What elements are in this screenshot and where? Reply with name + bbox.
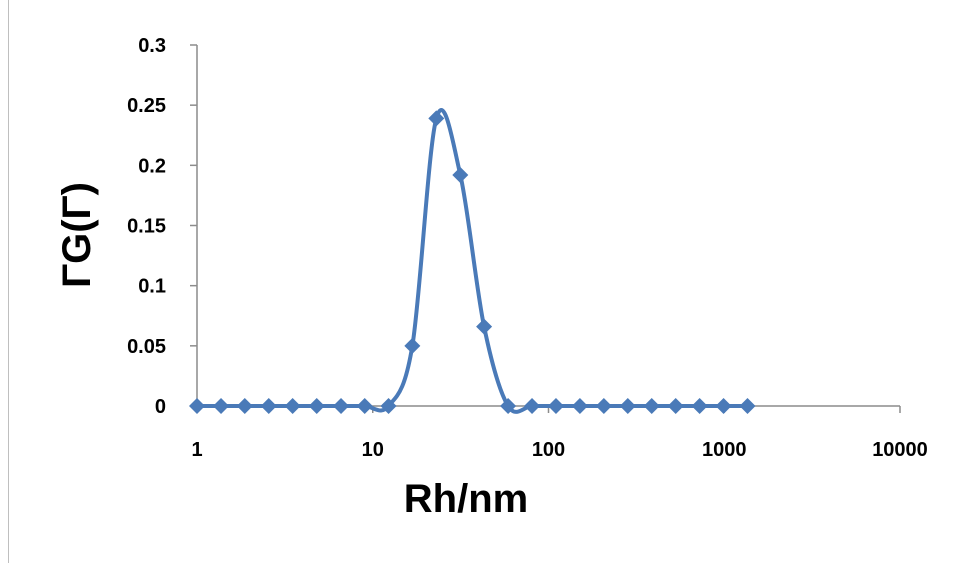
data-point-diamond [356, 398, 373, 414]
data-point-diamond [428, 110, 445, 127]
data-point-diamond [619, 398, 636, 414]
y-tick-label: 0.05 [127, 336, 166, 358]
data-point-diamond [524, 398, 541, 414]
x-tick-label: 10 [362, 439, 384, 461]
y-tick-label: 0 [155, 396, 166, 418]
data-point-diamond [691, 398, 708, 414]
x-tick-label: 1 [191, 439, 202, 461]
y-tick-label: 0.1 [138, 276, 166, 298]
y-tick-label: 0.25 [127, 95, 166, 117]
y-tick-label: 0.3 [138, 35, 166, 57]
data-point-diamond [547, 398, 564, 414]
data-point-diamond [667, 398, 684, 414]
x-tick-label: 1000 [702, 439, 747, 461]
x-tick-label: 100 [532, 439, 565, 461]
data-points [189, 110, 756, 414]
data-point-diamond [404, 337, 421, 354]
data-point-diamond [236, 398, 253, 414]
y-axis-title: ΓG(Γ) [55, 182, 99, 288]
data-point-diamond [213, 398, 230, 414]
data-point-diamond [715, 398, 732, 414]
series-line [195, 108, 750, 414]
y-tick-label: 0.2 [138, 155, 166, 177]
data-point-diamond [380, 398, 397, 414]
data-point-diamond [189, 398, 205, 414]
data-point-diamond [333, 398, 350, 414]
data-point-diamond [500, 398, 517, 414]
data-point-diamond [739, 398, 756, 414]
y-tick-label: 0.15 [127, 216, 166, 238]
y-tick-labels: 0 0.05 0.1 0.15 0.2 0.25 0.3 [127, 35, 166, 418]
x-tick-label: 10000 [872, 439, 928, 461]
data-point-diamond [643, 398, 660, 414]
data-point-diamond [476, 318, 493, 335]
x-tick-labels: 1 10 100 1000 10000 [191, 439, 927, 461]
data-point-diamond [571, 398, 588, 414]
data-point-diamond [284, 398, 301, 414]
data-point-diamond [308, 398, 325, 414]
chart-frame [8, 0, 961, 563]
x-axis-title: Rh/nm [404, 477, 528, 521]
axes [190, 44, 901, 413]
data-point-diamond [260, 398, 277, 414]
data-point-diamond [595, 398, 612, 414]
data-point-diamond [452, 166, 469, 183]
